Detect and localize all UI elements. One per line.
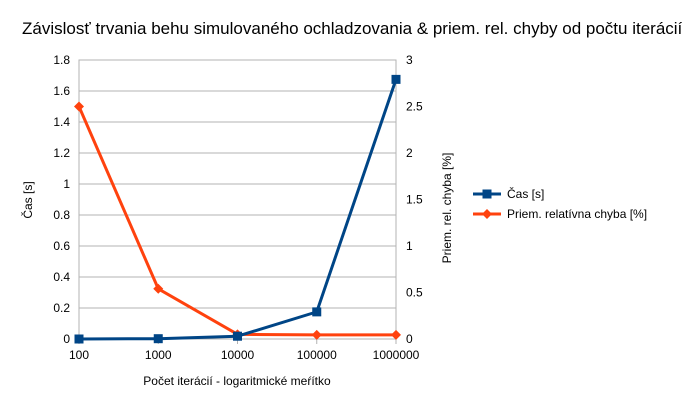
x-tick-labels: 100 1000 10000 100000 1000000 [69, 339, 420, 362]
y-left-tick-label: 0.8 [53, 208, 70, 222]
x-tick-label: 100 [69, 348, 89, 362]
x-tick-label: 1000000 [373, 348, 420, 362]
y-right-tick-label: 2.5 [406, 100, 423, 114]
y-right-tick-label: 1 [406, 239, 413, 253]
data-point [153, 283, 164, 294]
legend-swatch-marker [482, 189, 492, 199]
legend-item: Priem. relatívna chyba [%] [473, 207, 647, 221]
data-point [391, 329, 401, 340]
legend-label: Čas [s] [507, 186, 544, 201]
x-axis-label: Počet iterácií - logaritmické meŕítko [143, 374, 331, 388]
y-right-tick-label: 3 [406, 53, 413, 67]
data-point [233, 331, 242, 341]
y-left-tick-label: 1.4 [53, 115, 70, 129]
plot-area-border [78, 59, 397, 340]
x-tick-label: 10000 [221, 348, 255, 362]
y-right-tick-label: 0.5 [406, 286, 423, 300]
y-right-tick-label: 2 [406, 146, 413, 160]
y-left-tick-label: 0.2 [53, 301, 70, 315]
gridlines [79, 59, 396, 340]
y-right-tick-labels: 0 0.5 1 1.5 2 2.5 3 [406, 53, 423, 346]
legend-item: Čas [s] [473, 186, 544, 201]
y-left-tick-label: 1.2 [53, 146, 70, 160]
y-left-tick-label: 0.4 [53, 270, 70, 284]
legend-swatch-marker [482, 209, 492, 219]
y-left-axis-label: Čas [s] [20, 181, 35, 218]
y-left-tick-labels: 0 0.2 0.4 0.6 0.8 1 1.2 1.4 1.6 1.8 [53, 53, 70, 346]
y-left-tick-label: 0.6 [53, 239, 70, 253]
data-point [311, 329, 322, 340]
y-left-tick-label: 1.6 [53, 84, 70, 98]
y-right-axis-label: Priem. rel. chyba [%] [440, 153, 454, 264]
y-right-tick-label: 0 [406, 332, 413, 346]
y-left-tick-label: 0 [63, 332, 70, 346]
x-tick-label: 1000 [145, 348, 172, 362]
data-point [153, 334, 163, 344]
series-2 [74, 101, 401, 340]
y-right-tick-label: 1.5 [406, 193, 423, 207]
y-left-tick-label: 1 [63, 177, 70, 191]
chart-title: Závislosť trvania behu simulovaného ochl… [22, 19, 682, 38]
data-point [312, 307, 322, 317]
data-point [391, 74, 401, 84]
x-tick-label: 100000 [297, 348, 337, 362]
series-1 [74, 74, 401, 344]
data-point [74, 334, 84, 344]
series-line [78, 78, 398, 341]
legend-label: Priem. relatívna chyba [%] [507, 207, 647, 221]
y-left-tick-label: 1.8 [53, 53, 70, 67]
series-layer [74, 74, 401, 344]
data-point [74, 101, 84, 112]
legend: Čas [s] Priem. relatívna chyba [%] [473, 186, 647, 221]
